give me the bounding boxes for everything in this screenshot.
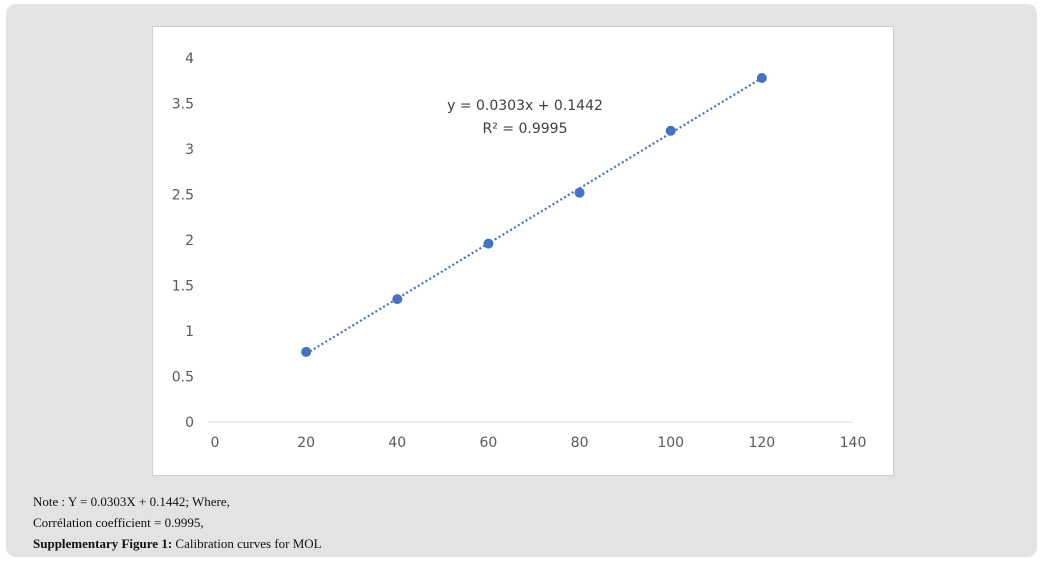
x-tick-label: 0 (211, 435, 220, 451)
x-tick-label: 120 (748, 435, 775, 451)
data-point (392, 294, 403, 305)
caption-figure-text: Calibration curves for MOL (172, 536, 322, 551)
data-point (483, 238, 494, 249)
y-tick-label: 2.5 (172, 188, 194, 204)
trendline-r-squared: R² = 0.9995 (483, 121, 568, 137)
caption-correlation: Corrélation coefficient = 0.9995, (33, 515, 204, 530)
data-point (301, 346, 312, 357)
y-tick-label: 0 (185, 415, 194, 431)
data-point (756, 73, 767, 84)
figure-caption: Note : Y = 0.0303X + 0.1442; Where, Corr… (33, 491, 933, 554)
data-points (301, 73, 767, 357)
caption-note: Note : Y = 0.0303X + 0.1442; Where, (33, 494, 230, 509)
y-tick-label: 3 (185, 142, 194, 158)
trendline-equation: y = 0.0303x + 0.1442 (447, 98, 603, 114)
data-point (665, 125, 676, 136)
x-tick-label: 100 (657, 435, 684, 451)
y-tick-label: 3.5 (172, 97, 194, 113)
x-tick-label: 40 (388, 435, 406, 451)
y-tick-label: 2 (185, 233, 194, 249)
chart-frame: 0 0.5 1 1.5 2 2.5 3 3.5 4 0 20 40 60 80 100 120 140 y =… (152, 26, 894, 476)
calibration-chart: 0 0.5 1 1.5 2 2.5 3 3.5 4 0 20 40 60 80 100 120 140 y =… (172, 51, 867, 451)
x-tick-label: 140 (840, 435, 867, 451)
y-tick-label: 0.5 (172, 370, 194, 386)
y-tick-label: 1 (185, 324, 194, 340)
y-tick-label: 4 (185, 51, 194, 67)
trendline (305, 77, 763, 355)
x-tick-label: 20 (297, 435, 315, 451)
caption-figure-line: Supplementary Figure 1: Calibration curv… (33, 533, 933, 554)
x-tick-label: 60 (480, 435, 498, 451)
figure-card: 0 0.5 1 1.5 2 2.5 3 3.5 4 0 20 40 60 80 100 120 140 y =… (6, 4, 1037, 557)
x-axis-ticks: 0 20 40 60 80 100 120 140 (211, 435, 867, 451)
data-point (574, 187, 585, 198)
y-axis-ticks: 0 0.5 1 1.5 2 2.5 3 3.5 4 (172, 51, 194, 431)
y-tick-label: 1.5 (172, 279, 194, 295)
caption-figure-label: Supplementary Figure 1: (33, 536, 173, 551)
x-tick-label: 80 (571, 435, 589, 451)
